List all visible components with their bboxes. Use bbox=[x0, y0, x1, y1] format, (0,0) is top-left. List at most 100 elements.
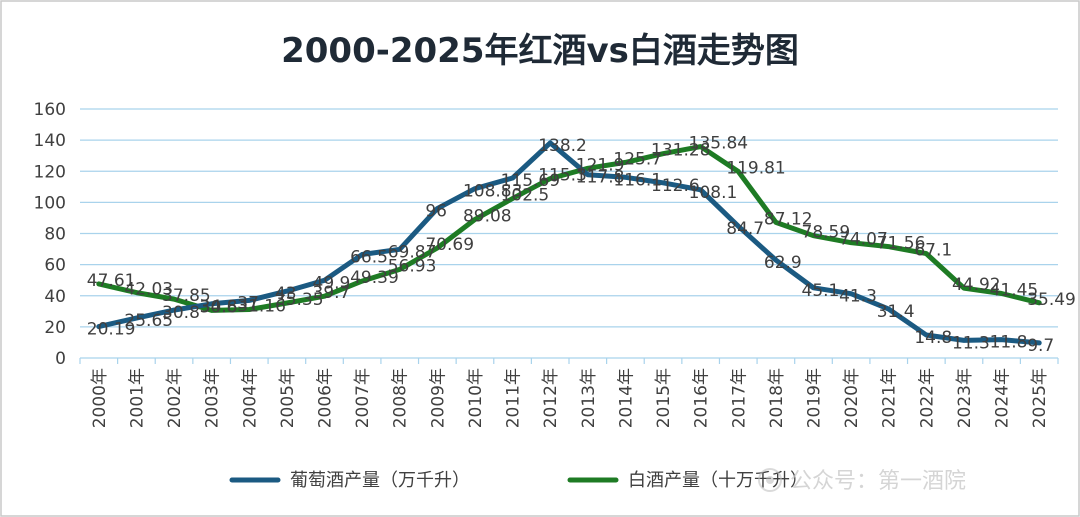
data-label: 37 bbox=[237, 293, 259, 313]
chart-title: 2000-2025年红酒vs白酒走势图 bbox=[281, 31, 799, 71]
data-point bbox=[322, 278, 327, 283]
y-tick-label: 0 bbox=[55, 349, 66, 369]
data-point bbox=[623, 175, 628, 180]
data-point bbox=[172, 308, 177, 313]
x-tick-label: 2006年 bbox=[316, 368, 336, 428]
data-label: 35.49 bbox=[1027, 290, 1076, 310]
data-label: 9.7 bbox=[1027, 336, 1054, 356]
data-label: 102.5 bbox=[501, 185, 550, 205]
x-tick-label: 2016年 bbox=[692, 368, 712, 428]
data-label: 37.85 bbox=[162, 286, 211, 306]
data-point bbox=[661, 180, 666, 185]
data-label: 35.35 bbox=[275, 290, 324, 310]
data-point bbox=[736, 224, 741, 229]
y-tick-label: 160 bbox=[34, 100, 66, 120]
data-point bbox=[585, 172, 590, 177]
x-axis-ticks: 2000年 2001年 2002年 2003年 2004年 2005年 2006年 2007年… bbox=[79, 358, 1059, 428]
data-label: 78.59 bbox=[802, 223, 851, 243]
y-tick-label: 60 bbox=[44, 256, 66, 276]
data-label: 41.3 bbox=[839, 287, 877, 307]
data-point bbox=[698, 144, 703, 149]
data-point bbox=[172, 297, 177, 302]
data-label: 119.81 bbox=[726, 159, 785, 179]
data-label: 115.69 bbox=[501, 171, 560, 191]
data-label: 11.3 bbox=[952, 333, 990, 353]
data-point bbox=[360, 252, 365, 257]
data-label: 131.28 bbox=[651, 141, 710, 161]
data-label: 49.9 bbox=[313, 273, 351, 293]
x-tick-label: 2014年 bbox=[616, 368, 636, 428]
data-label: 74.07 bbox=[839, 230, 888, 250]
data-point bbox=[811, 233, 816, 238]
data-point bbox=[472, 186, 477, 191]
x-tick-label: 2020年 bbox=[842, 368, 862, 428]
data-label: 84.7 bbox=[726, 219, 764, 239]
data-point bbox=[999, 291, 1004, 296]
data-label: 112.6 bbox=[651, 176, 700, 196]
data-label: 31.4 bbox=[877, 302, 915, 322]
x-tick-label: 2007年 bbox=[353, 368, 373, 428]
x-tick-label: 2021年 bbox=[880, 368, 900, 428]
data-point bbox=[510, 175, 515, 180]
data-label: 117.8 bbox=[576, 168, 625, 188]
x-tick-label: 2001年 bbox=[127, 368, 147, 428]
data-point bbox=[811, 285, 816, 290]
x-tick-label: 2018年 bbox=[767, 368, 787, 428]
data-point bbox=[961, 286, 966, 291]
data-label: 62.9 bbox=[764, 253, 802, 273]
data-point bbox=[209, 301, 214, 306]
data-label: 31.16 bbox=[237, 297, 286, 317]
data-label: 138.2 bbox=[538, 136, 587, 156]
x-tick-label: 2005年 bbox=[278, 368, 298, 428]
data-label: 56.93 bbox=[388, 256, 437, 276]
data-label: 25.65 bbox=[124, 311, 173, 331]
data-label: 66.5 bbox=[350, 248, 388, 268]
data-point bbox=[773, 220, 778, 225]
x-tick-label: 2000年 bbox=[90, 368, 110, 428]
y-tick-label: 20 bbox=[44, 318, 66, 338]
data-point bbox=[661, 151, 666, 156]
x-tick-label: 2022年 bbox=[917, 368, 937, 428]
data-point bbox=[623, 160, 628, 165]
x-tick-label: 2003年 bbox=[203, 368, 223, 428]
x-tick-label: 2024年 bbox=[993, 368, 1013, 428]
legend: 葡萄酒产量（万千升） 白酒产量（十万千升） bbox=[229, 470, 808, 491]
data-point bbox=[96, 281, 101, 286]
data-point bbox=[247, 307, 252, 312]
data-point bbox=[1037, 300, 1042, 305]
data-label: 49.39 bbox=[350, 268, 399, 288]
x-tick-label: 2023年 bbox=[955, 368, 975, 428]
data-label: 69.87 bbox=[388, 242, 437, 262]
data-label: 45.1 bbox=[802, 281, 840, 301]
data-label: 87.12 bbox=[764, 209, 813, 229]
data-point bbox=[284, 300, 289, 305]
data-point bbox=[999, 337, 1004, 342]
data-point bbox=[886, 307, 891, 312]
data-point bbox=[548, 140, 553, 145]
data-label: 125.7 bbox=[613, 149, 662, 169]
data-label: 47.61 bbox=[87, 271, 136, 291]
data-point bbox=[510, 196, 515, 201]
data-point bbox=[397, 267, 402, 272]
y-tick-label: 80 bbox=[44, 225, 66, 245]
data-point bbox=[134, 290, 139, 295]
data-point bbox=[548, 176, 553, 181]
data-label: 121.9 bbox=[576, 155, 625, 175]
data-label: 41.45 bbox=[990, 280, 1039, 300]
x-tick-label: 2019年 bbox=[805, 368, 825, 428]
data-label: 44.92 bbox=[952, 275, 1001, 295]
data-point bbox=[96, 324, 101, 329]
data-label: 20.19 bbox=[87, 320, 136, 340]
data-point bbox=[849, 291, 854, 296]
data-label: 116.1 bbox=[613, 170, 662, 190]
data-point bbox=[284, 289, 289, 294]
data-point bbox=[435, 245, 440, 250]
series-line-0 bbox=[96, 140, 1042, 346]
gridlines bbox=[80, 108, 1058, 359]
data-point bbox=[1037, 340, 1042, 345]
data-label: 108.83 bbox=[463, 182, 522, 202]
data-label: 43 bbox=[275, 284, 297, 304]
